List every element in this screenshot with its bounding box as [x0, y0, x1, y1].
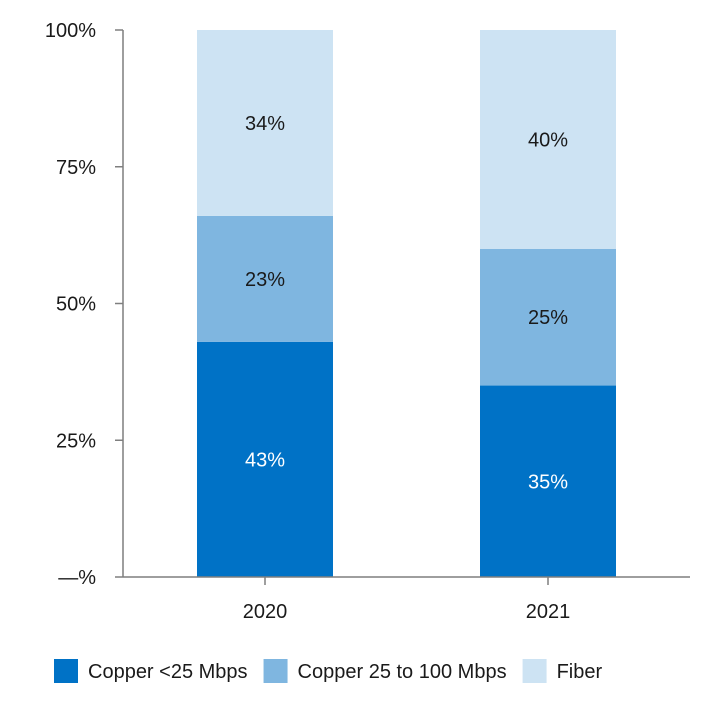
y-tick-label: 50% — [56, 294, 96, 316]
bar-segment — [480, 30, 616, 249]
bar-segment — [197, 341, 333, 577]
bars-group — [197, 30, 616, 577]
bar-segment — [480, 385, 616, 577]
data-label: 23% — [245, 269, 285, 291]
legend-swatch — [263, 659, 288, 683]
legend: Copper <25 Mbps Copper 25 to 100 Mbps Fibe… — [54, 659, 602, 683]
y-tick-label: 75% — [56, 157, 96, 179]
legend-swatch — [522, 659, 547, 683]
legend-item: Copper 25 to 100 Mbps — [263, 659, 507, 683]
x-ticks-group: 2020 2021 — [243, 577, 571, 623]
legend-swatch — [54, 659, 78, 683]
data-label: 40% — [528, 129, 568, 151]
x-tick-label: 2020 — [243, 601, 288, 623]
bar-segment — [197, 215, 333, 342]
legend-label: Copper 25 to 100 Mbps — [298, 661, 507, 683]
data-label: 34% — [245, 113, 285, 135]
y-ticks-group: —% 25% 50% 75% 100% — [45, 20, 123, 589]
x-tick-label: 2021 — [526, 601, 571, 623]
y-tick-label: 25% — [56, 430, 96, 452]
data-label: 25% — [528, 307, 568, 329]
bar-segment — [480, 248, 616, 386]
data-label: 43% — [245, 449, 285, 471]
data-label: 35% — [528, 471, 568, 493]
legend-label: Fiber — [557, 661, 603, 683]
legend-item: Copper <25 Mbps — [54, 659, 248, 683]
legend-item: Fiber — [522, 659, 603, 683]
y-tick-label: —% — [58, 567, 96, 589]
y-tick-label: 100% — [45, 20, 96, 42]
legend-label: Copper <25 Mbps — [88, 661, 248, 683]
bar-segment — [197, 30, 333, 216]
bar-labels-group: 43% 23% 34% 35% 25% 40% — [245, 113, 568, 493]
